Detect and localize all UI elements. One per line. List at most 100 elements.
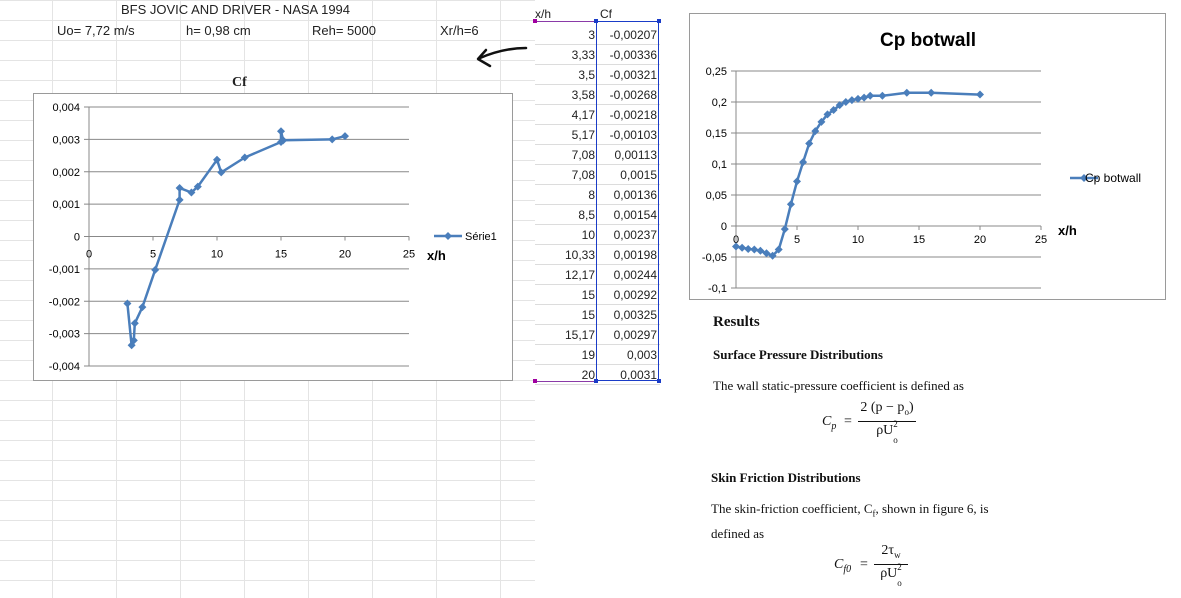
selection-handle[interactable] bbox=[657, 379, 661, 383]
data-point[interactable] bbox=[129, 336, 138, 345]
data-point[interactable] bbox=[187, 188, 196, 197]
data-point[interactable] bbox=[217, 168, 226, 177]
cf-cell[interactable]: 0,00237 bbox=[613, 228, 657, 242]
data-point[interactable] bbox=[976, 90, 984, 99]
cf-cell[interactable]: 0,00297 bbox=[613, 328, 657, 342]
data-point[interactable] bbox=[750, 245, 759, 254]
data-point[interactable] bbox=[738, 243, 747, 252]
cf-lhs: Cf0 bbox=[834, 557, 852, 575]
data-point[interactable] bbox=[193, 182, 202, 191]
cf-cell[interactable]: 0,003 bbox=[626, 348, 657, 362]
data-point[interactable] bbox=[841, 98, 850, 106]
cf-cell[interactable]: 0,00325 bbox=[613, 308, 657, 322]
data-point[interactable] bbox=[768, 251, 777, 260]
y-tick-label: 0 bbox=[74, 232, 80, 244]
cf-cell[interactable]: -0,00321 bbox=[609, 68, 657, 82]
data-point[interactable] bbox=[175, 195, 184, 204]
data-point[interactable] bbox=[927, 88, 936, 97]
selection-handle[interactable] bbox=[594, 379, 598, 383]
data-point[interactable] bbox=[878, 91, 887, 100]
data-point[interactable] bbox=[744, 244, 753, 253]
xh-cell[interactable]: 4,17 bbox=[571, 108, 595, 122]
cf-cell[interactable]: 0,00292 bbox=[613, 288, 657, 302]
table-row: 19 0,003 bbox=[535, 345, 660, 365]
data-point[interactable] bbox=[805, 139, 814, 148]
xr-cell[interactable]: Xr/h=6 bbox=[440, 23, 479, 38]
data-point[interactable] bbox=[123, 299, 132, 308]
data-point[interactable] bbox=[854, 94, 862, 103]
uo-cell[interactable]: Uo= 7,72 m/s bbox=[57, 23, 135, 38]
cf-cell[interactable]: -0,00103 bbox=[609, 128, 657, 142]
xh-cell[interactable]: 8 bbox=[588, 188, 595, 202]
xh-cell[interactable]: 10,33 bbox=[564, 248, 595, 262]
data-point[interactable] bbox=[175, 183, 184, 192]
data-point[interactable] bbox=[341, 132, 349, 141]
data-point[interactable] bbox=[279, 136, 288, 145]
data-point[interactable] bbox=[756, 246, 765, 255]
data-point[interactable] bbox=[799, 158, 808, 167]
selection-handle[interactable] bbox=[594, 19, 598, 23]
cf-cell[interactable]: 0,00136 bbox=[613, 188, 657, 202]
table-header-cf[interactable]: Cf bbox=[600, 7, 612, 21]
cf-cell[interactable]: -0,00336 bbox=[609, 48, 657, 62]
cf-cell[interactable]: -0,00268 bbox=[609, 88, 657, 102]
cf-cell[interactable]: -0,00218 bbox=[609, 108, 657, 122]
xh-cell[interactable]: 5,17 bbox=[571, 128, 595, 142]
data-point[interactable] bbox=[829, 106, 838, 115]
cf-cell[interactable]: 0,00154 bbox=[613, 208, 657, 222]
data-point[interactable] bbox=[811, 127, 820, 136]
data-point[interactable] bbox=[817, 117, 826, 126]
cf-cell[interactable]: 0,0031 bbox=[620, 368, 657, 382]
data-point[interactable] bbox=[835, 101, 844, 110]
cf-cell[interactable]: 0,00113 bbox=[614, 148, 658, 162]
cf-cell[interactable]: 0,00244 bbox=[613, 268, 657, 282]
xh-cell[interactable]: 3 bbox=[588, 28, 595, 42]
data-point[interactable] bbox=[823, 110, 832, 119]
xh-cell[interactable]: 3,58 bbox=[571, 88, 595, 102]
series-line[interactable] bbox=[126, 130, 346, 347]
data-point[interactable] bbox=[847, 96, 856, 105]
x-range-handle[interactable] bbox=[533, 379, 537, 383]
data-point[interactable] bbox=[860, 93, 869, 102]
selection-handle[interactable] bbox=[657, 19, 661, 23]
xh-cell[interactable]: 15 bbox=[581, 288, 595, 302]
table-header-xh[interactable]: x/h bbox=[535, 7, 552, 21]
data-point[interactable] bbox=[130, 319, 139, 328]
xh-cell[interactable]: 8,5 bbox=[578, 208, 595, 222]
cp-botwall-chart[interactable]: 0,25 0,2 0,15 0,1 0,05 0 -0,05 -0,1 0 5 10 15 20 25 C… bbox=[689, 13, 1166, 300]
xh-cell[interactable]: 7,08 bbox=[571, 148, 595, 162]
cf-cell[interactable]: -0,00207 bbox=[609, 28, 657, 42]
xh-cell[interactable]: 3,5 bbox=[578, 68, 595, 82]
data-point[interactable] bbox=[793, 177, 801, 186]
data-point[interactable] bbox=[780, 225, 789, 234]
h-cell[interactable]: h= 0,98 cm bbox=[186, 23, 251, 38]
data-point[interactable] bbox=[151, 265, 160, 274]
data-point[interactable] bbox=[213, 155, 221, 164]
xh-cell[interactable]: 12,17 bbox=[564, 268, 595, 282]
data-point[interactable] bbox=[902, 88, 911, 97]
cf-cell[interactable]: 0,00198 bbox=[613, 248, 657, 262]
xh-cell[interactable]: 3,33 bbox=[571, 48, 595, 62]
xh-cell[interactable]: 10 bbox=[581, 228, 595, 242]
data-point[interactable] bbox=[762, 249, 771, 258]
cf-column-selection[interactable] bbox=[596, 21, 659, 381]
xh-cell[interactable]: 15 bbox=[581, 308, 595, 322]
data-point[interactable] bbox=[328, 135, 337, 144]
data-point[interactable] bbox=[277, 127, 285, 136]
cf-chart[interactable]: 0,004 0,003 0,002 0,001 0 -0,001 -0,002 -0,003 -… bbox=[33, 93, 513, 381]
x-range-handle[interactable] bbox=[533, 19, 537, 23]
data-point[interactable] bbox=[774, 245, 783, 254]
data-point[interactable] bbox=[866, 91, 875, 100]
xh-cell[interactable]: 15,17 bbox=[564, 328, 595, 342]
data-point[interactable] bbox=[786, 200, 795, 209]
data-point[interactable] bbox=[138, 303, 147, 312]
series-line[interactable] bbox=[735, 91, 981, 258]
reh-cell[interactable]: Reh= 5000 bbox=[312, 23, 376, 38]
sheet-title-cell[interactable]: BFS JOVIC AND DRIVER - NASA 1994 bbox=[121, 2, 351, 17]
xh-cell[interactable]: 7,08 bbox=[571, 168, 595, 182]
data-point[interactable] bbox=[240, 153, 249, 162]
data-point[interactable] bbox=[732, 242, 740, 251]
cf-cell[interactable]: 0,0015 bbox=[620, 168, 657, 182]
xh-cell[interactable]: 19 bbox=[581, 348, 595, 362]
xh-cell[interactable]: 20 bbox=[581, 368, 595, 382]
